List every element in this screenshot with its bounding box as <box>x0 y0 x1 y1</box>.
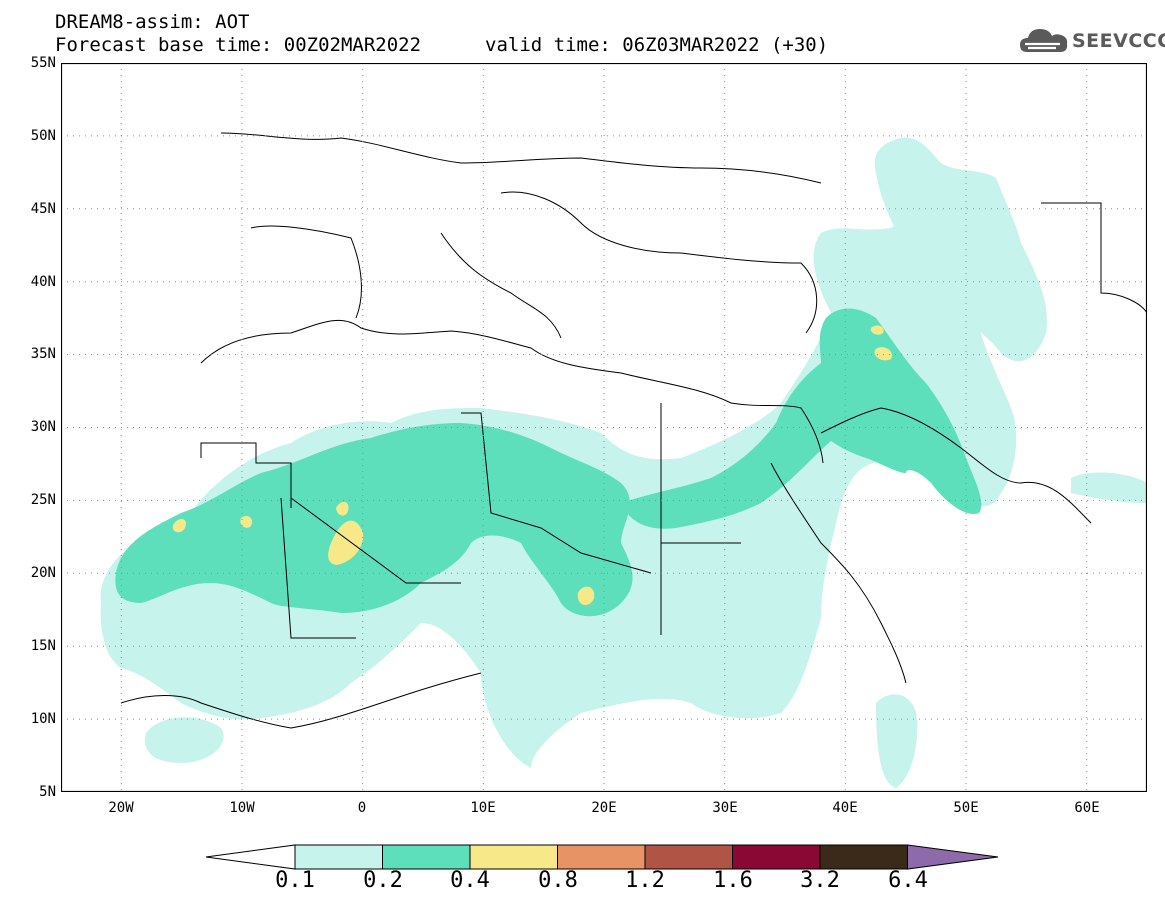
colorbar-bin-1.2-1.6 <box>644 844 733 870</box>
lon-label-0: 0 <box>357 800 367 816</box>
aot-map <box>61 63 1147 792</box>
colorbar-label: 1.2 <box>625 868 665 893</box>
colorbar-bin-1.6-3.2 <box>732 844 821 870</box>
lat-label-35n: 35N <box>30 346 56 362</box>
colorbar-bin-0.2-0.4 <box>382 844 471 870</box>
graticule <box>61 63 1147 792</box>
cloud-icon <box>1020 29 1068 52</box>
colorbar-label: 0.8 <box>538 868 578 893</box>
lat-label-30n: 30N <box>30 419 56 435</box>
lat-label-25n: 25N <box>30 492 56 508</box>
lat-label-10n: 10N <box>30 711 56 727</box>
aot-field-0.2-0.4 <box>115 308 982 617</box>
lon-label-10w: 10W <box>229 800 255 816</box>
logo-text: SEEVCCC <box>1072 30 1165 52</box>
lon-label-50e: 50E <box>953 800 979 816</box>
seevccc-logo: SEEVCCC <box>1018 24 1165 58</box>
lat-label-15n: 15N <box>30 638 56 654</box>
colorbar-label: 0.4 <box>450 868 490 893</box>
lon-label-30e: 30E <box>712 800 738 816</box>
lat-label-45n: 45N <box>30 201 56 217</box>
colorbar-label: 6.4 <box>888 868 928 893</box>
lon-label-40e: 40E <box>832 800 858 816</box>
lat-label-55n: 55N <box>30 55 56 71</box>
chart-title: DREAM8-assim: AOT <box>55 11 250 33</box>
colorbar-label: 0.2 <box>363 868 403 893</box>
forecast-base-time: Forecast base time: 00Z02MAR2022 <box>55 34 422 56</box>
colorbar-bin-0.1-0.2 <box>294 844 383 870</box>
lat-label-5n: 5N <box>39 784 56 800</box>
colorbar <box>205 844 999 870</box>
colorbar-upper-extension <box>907 844 999 870</box>
colorbar-bin-3.2-6.4 <box>819 844 908 870</box>
colorbar-label: 0.1 <box>275 868 315 893</box>
colorbar-bin-0.4-0.8 <box>469 844 558 870</box>
colorbar-label: 1.6 <box>713 868 753 893</box>
lon-label-20w: 20W <box>108 800 134 816</box>
lon-label-10e: 10E <box>470 800 496 816</box>
lon-label-20e: 20E <box>591 800 617 816</box>
lon-label-60e: 60E <box>1074 800 1100 816</box>
map-border <box>61 63 1147 792</box>
coastlines-borders <box>120 132 1147 729</box>
colorbar-bin-0.8-1.2 <box>557 844 646 870</box>
lat-label-40n: 40N <box>30 274 56 290</box>
valid-time: valid time: 06Z03MAR2022 (+30) <box>485 34 829 56</box>
colorbar-lower-extension <box>205 844 296 870</box>
lat-label-20n: 20N <box>30 565 56 581</box>
lat-label-50n: 50N <box>30 128 56 144</box>
colorbar-label: 3.2 <box>800 868 840 893</box>
